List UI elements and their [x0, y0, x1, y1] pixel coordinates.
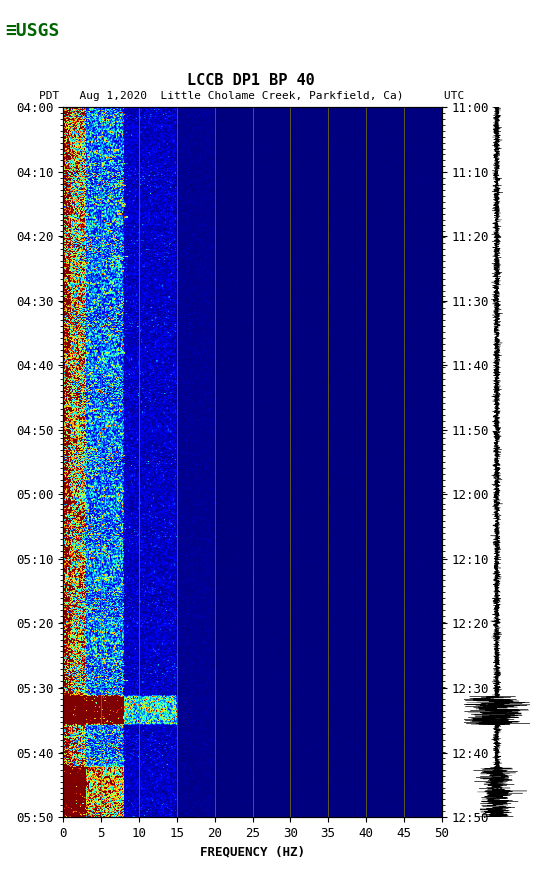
Text: ≡USGS: ≡USGS	[6, 22, 60, 40]
Text: PDT   Aug 1,2020  Little Cholame Creek, Parkfield, Ca)      UTC: PDT Aug 1,2020 Little Cholame Creek, Par…	[39, 90, 464, 101]
X-axis label: FREQUENCY (HZ): FREQUENCY (HZ)	[200, 846, 305, 858]
Text: LCCB DP1 BP 40: LCCB DP1 BP 40	[187, 73, 315, 88]
